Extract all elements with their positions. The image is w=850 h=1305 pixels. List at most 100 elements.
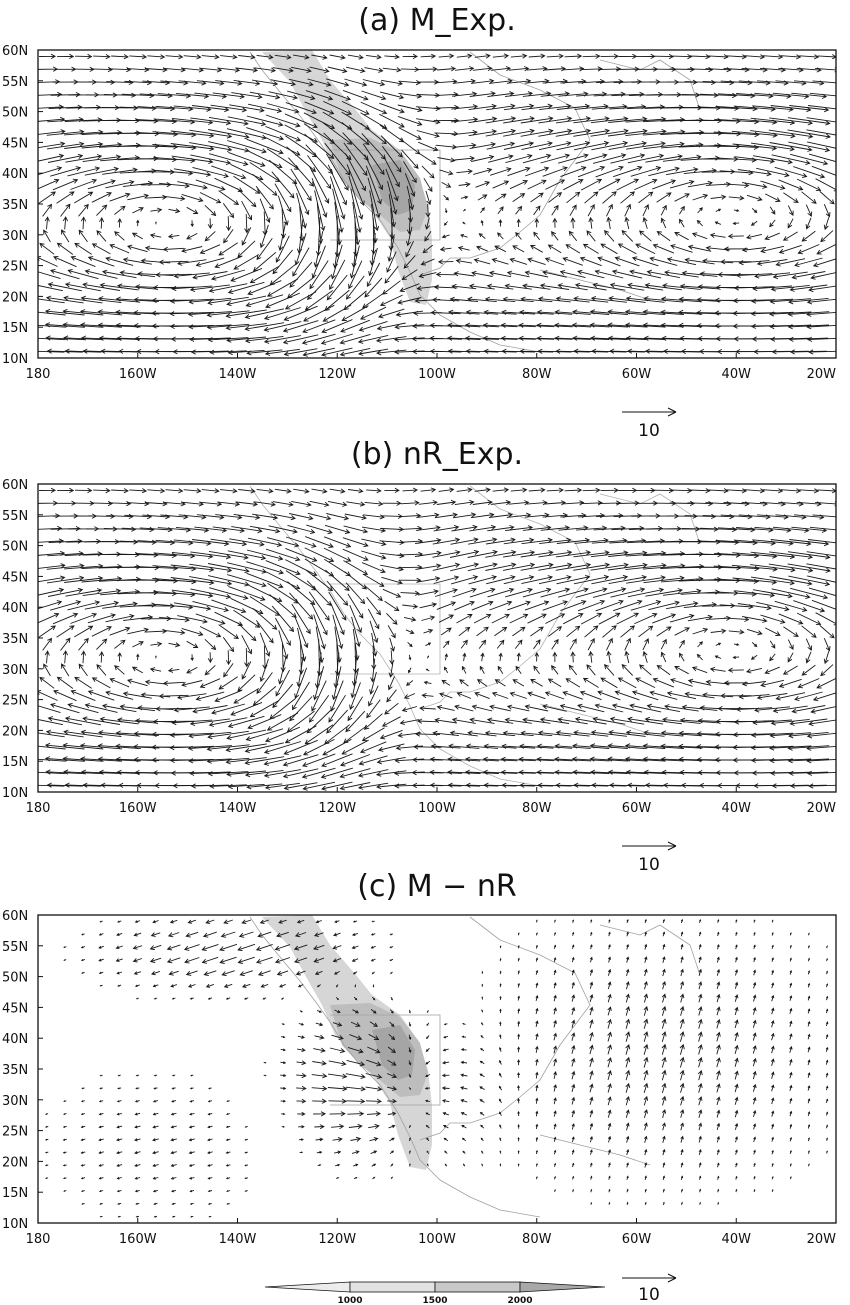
wind-vector: [568, 230, 578, 242]
wind-vector: [508, 66, 530, 72]
wind-vector: [826, 957, 828, 962]
wind-vector: [255, 185, 274, 210]
wind-vector: [349, 605, 362, 634]
wind-vector: [451, 129, 478, 136]
wind-vector: [189, 563, 233, 573]
wind-vector: [680, 1175, 684, 1181]
lon-tick-label: 120W: [318, 1232, 356, 1247]
wind-vector: [65, 588, 103, 597]
wind-vector: [293, 54, 310, 60]
wind-vector: [602, 191, 617, 204]
wind-vector: [302, 319, 336, 334]
wind-vector: [608, 919, 611, 924]
wind-vector: [448, 743, 480, 749]
wind-vector: [553, 1110, 557, 1117]
wind-vector: [469, 91, 496, 97]
wind-vector: [326, 513, 350, 521]
wind-vector: [564, 53, 583, 59]
wind-vector: [771, 932, 774, 936]
wind-vector: [432, 730, 459, 737]
wind-vector: [750, 564, 796, 573]
wind-vector: [735, 1188, 738, 1193]
wind-vector: [177, 615, 208, 624]
wind-vector: [131, 666, 144, 674]
wind-vector: [75, 487, 93, 494]
wind-vector: [680, 931, 684, 937]
wind-vector: [382, 146, 402, 173]
wind-vector: [625, 1018, 631, 1029]
wind-vector: [504, 717, 532, 724]
colorbar-segment-2: [434, 1281, 521, 1293]
wind-vector: [249, 266, 280, 284]
wind-vector: [163, 629, 186, 636]
wind-vector: [491, 257, 509, 265]
wind-vector: [494, 193, 507, 202]
wind-vector: [666, 257, 697, 266]
wind-vector: [589, 1149, 593, 1155]
wind-vector: [571, 1096, 576, 1105]
wind-vector: [183, 944, 200, 951]
wind-vector: [384, 54, 400, 60]
wind-vector: [158, 259, 189, 265]
wind-vector: [289, 261, 313, 288]
wind-vector: [263, 321, 302, 332]
wind-vector: [219, 943, 238, 952]
wind-vector: [571, 1123, 575, 1130]
wind-vector: [510, 487, 528, 493]
wind-vector: [771, 1162, 774, 1167]
wind-vector: [292, 247, 310, 277]
wind-vector: [98, 945, 104, 949]
wind-vector: [607, 1018, 612, 1029]
wind-vector: [101, 703, 137, 713]
wind-vector: [379, 552, 405, 559]
wind-vector: [60, 203, 71, 217]
wind-vector: [303, 304, 335, 322]
wind-vector: [185, 970, 198, 976]
wind-vector: [207, 1176, 213, 1180]
wind-vector: [99, 282, 139, 291]
wind-vector: [48, 538, 83, 544]
wind-vector: [788, 297, 829, 305]
wind-vector: [223, 983, 233, 988]
wind-vector: [433, 575, 460, 584]
wind-vector: [367, 1046, 381, 1054]
wind-vector: [468, 537, 498, 545]
wind-vector: [500, 756, 536, 762]
wind-vector: [371, 920, 375, 923]
wind-vector: [192, 166, 230, 179]
wind-vector: [209, 783, 247, 789]
wind-vector: [246, 115, 284, 127]
wind-vector: [520, 116, 554, 124]
wind-vector: [370, 958, 376, 962]
wind-vector: [471, 600, 494, 611]
wind-vector: [522, 587, 552, 598]
wind-vector: [679, 1095, 685, 1106]
wind-vector: [309, 166, 330, 204]
wind-vector: [190, 1215, 194, 1218]
wind-vector: [480, 1034, 484, 1039]
wind-vector: [346, 1098, 366, 1104]
wind-vector: [542, 600, 568, 611]
wind-vector: [535, 1020, 539, 1028]
wind-vector: [342, 537, 369, 548]
wind-vector: [437, 157, 456, 163]
wind-vector: [316, 1150, 323, 1154]
wind-vector: [553, 1136, 557, 1142]
wind-vector: [464, 756, 499, 762]
wind-vector: [789, 1176, 792, 1180]
wind-vector: [600, 53, 619, 59]
wind-vector: [436, 704, 455, 711]
wind-vector: [661, 1109, 667, 1119]
wind-vector: [674, 193, 690, 202]
wind-vector: [248, 537, 283, 548]
wind-vector: [569, 638, 577, 650]
wind-vector: [468, 103, 497, 111]
wind-vector: [697, 1082, 703, 1093]
wind-vector: [489, 704, 511, 712]
wind-vector: [367, 177, 381, 219]
wind-vector: [737, 169, 772, 177]
wind-vector: [482, 769, 518, 775]
wind-vector: [587, 203, 595, 217]
wind-vector: [149, 957, 162, 963]
